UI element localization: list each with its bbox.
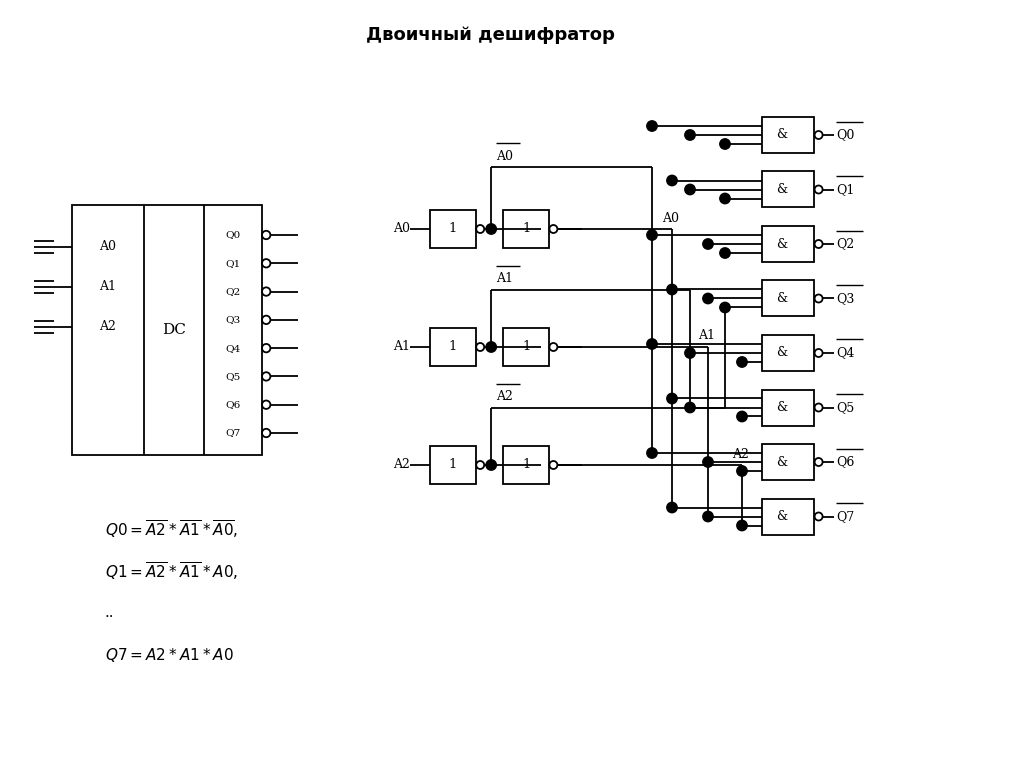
Circle shape: [737, 411, 748, 422]
Circle shape: [720, 193, 730, 204]
Text: Q1: Q1: [225, 258, 241, 268]
Bar: [430, 328, 476, 366]
Circle shape: [667, 285, 677, 295]
Circle shape: [486, 224, 497, 234]
Text: 1: 1: [522, 459, 530, 472]
Bar: [430, 446, 476, 484]
Text: A2: A2: [99, 321, 117, 334]
Text: &: &: [776, 401, 787, 414]
Text: A0: A0: [99, 241, 117, 254]
Text: Q6: Q6: [225, 400, 241, 410]
Text: A2: A2: [497, 390, 513, 403]
Text: ..: ..: [105, 606, 115, 620]
Text: &: &: [776, 292, 787, 305]
Circle shape: [720, 139, 730, 150]
Bar: [430, 210, 476, 248]
Text: A1: A1: [698, 330, 715, 343]
Text: $Q0 = \overline{A2} * \overline{A1} * \overline{A0},$: $Q0 = \overline{A2} * \overline{A1} * \o…: [105, 518, 239, 540]
Circle shape: [685, 184, 695, 195]
Circle shape: [720, 248, 730, 258]
Text: &: &: [776, 129, 787, 141]
Circle shape: [685, 347, 695, 358]
Text: Q3: Q3: [225, 315, 241, 324]
Text: Q2: Q2: [225, 287, 241, 296]
Text: Q2: Q2: [836, 238, 854, 251]
Text: &: &: [776, 238, 787, 251]
Bar: [762, 117, 814, 153]
Text: A0: A0: [393, 222, 410, 235]
Circle shape: [667, 393, 677, 403]
Text: Q0: Q0: [225, 231, 241, 239]
Text: &: &: [776, 183, 787, 196]
Bar: [503, 210, 549, 248]
Bar: [503, 446, 549, 484]
Circle shape: [647, 230, 657, 240]
Text: DC: DC: [162, 323, 186, 337]
Bar: [503, 328, 549, 366]
Text: 1: 1: [522, 341, 530, 354]
Bar: [762, 444, 814, 480]
Text: A0: A0: [662, 212, 679, 225]
Circle shape: [737, 466, 748, 476]
Text: Q7: Q7: [836, 510, 854, 523]
Text: 1: 1: [449, 459, 457, 472]
Circle shape: [486, 342, 497, 352]
Circle shape: [702, 293, 713, 304]
Text: Двоичный дешифратор: Двоичный дешифратор: [366, 26, 614, 44]
Circle shape: [737, 357, 748, 367]
Text: Q5: Q5: [836, 401, 854, 414]
Text: 1: 1: [449, 341, 457, 354]
Bar: [762, 390, 814, 426]
Text: A2: A2: [393, 459, 410, 472]
Circle shape: [647, 339, 657, 349]
Text: Q4: Q4: [836, 347, 854, 360]
Text: A1: A1: [497, 272, 513, 285]
Text: A1: A1: [99, 281, 117, 294]
Text: $Q1 = \overline{A2} * \overline{A1} * A0,$: $Q1 = \overline{A2} * \overline{A1} * A0…: [105, 560, 239, 582]
Circle shape: [702, 239, 713, 249]
Circle shape: [702, 457, 713, 467]
Text: Q7: Q7: [225, 429, 241, 437]
Text: &: &: [776, 510, 787, 523]
Bar: [762, 335, 814, 371]
Text: Q6: Q6: [836, 456, 854, 469]
Text: &: &: [776, 347, 787, 360]
Text: Q5: Q5: [225, 372, 241, 381]
Circle shape: [702, 512, 713, 522]
Text: $Q7 = A2 * A1 * A0$: $Q7 = A2 * A1 * A0$: [105, 646, 233, 664]
Text: A2: A2: [732, 447, 749, 460]
Text: 1: 1: [449, 222, 457, 235]
Text: A1: A1: [393, 341, 410, 354]
Text: Q1: Q1: [836, 183, 854, 196]
Circle shape: [720, 302, 730, 313]
Circle shape: [685, 403, 695, 413]
Circle shape: [685, 130, 695, 140]
Circle shape: [647, 448, 657, 458]
Bar: [762, 172, 814, 208]
Circle shape: [667, 176, 677, 186]
Bar: [762, 226, 814, 262]
Text: Q3: Q3: [836, 292, 854, 305]
Bar: [762, 499, 814, 535]
Text: &: &: [776, 456, 787, 469]
Text: 1: 1: [522, 222, 530, 235]
Circle shape: [737, 520, 748, 531]
Text: A0: A0: [497, 150, 513, 163]
Bar: [762, 281, 814, 317]
Bar: [72, 205, 262, 455]
Text: Q4: Q4: [225, 344, 241, 353]
Text: Q0: Q0: [836, 129, 854, 141]
Circle shape: [486, 459, 497, 470]
Circle shape: [647, 120, 657, 131]
Circle shape: [667, 502, 677, 512]
